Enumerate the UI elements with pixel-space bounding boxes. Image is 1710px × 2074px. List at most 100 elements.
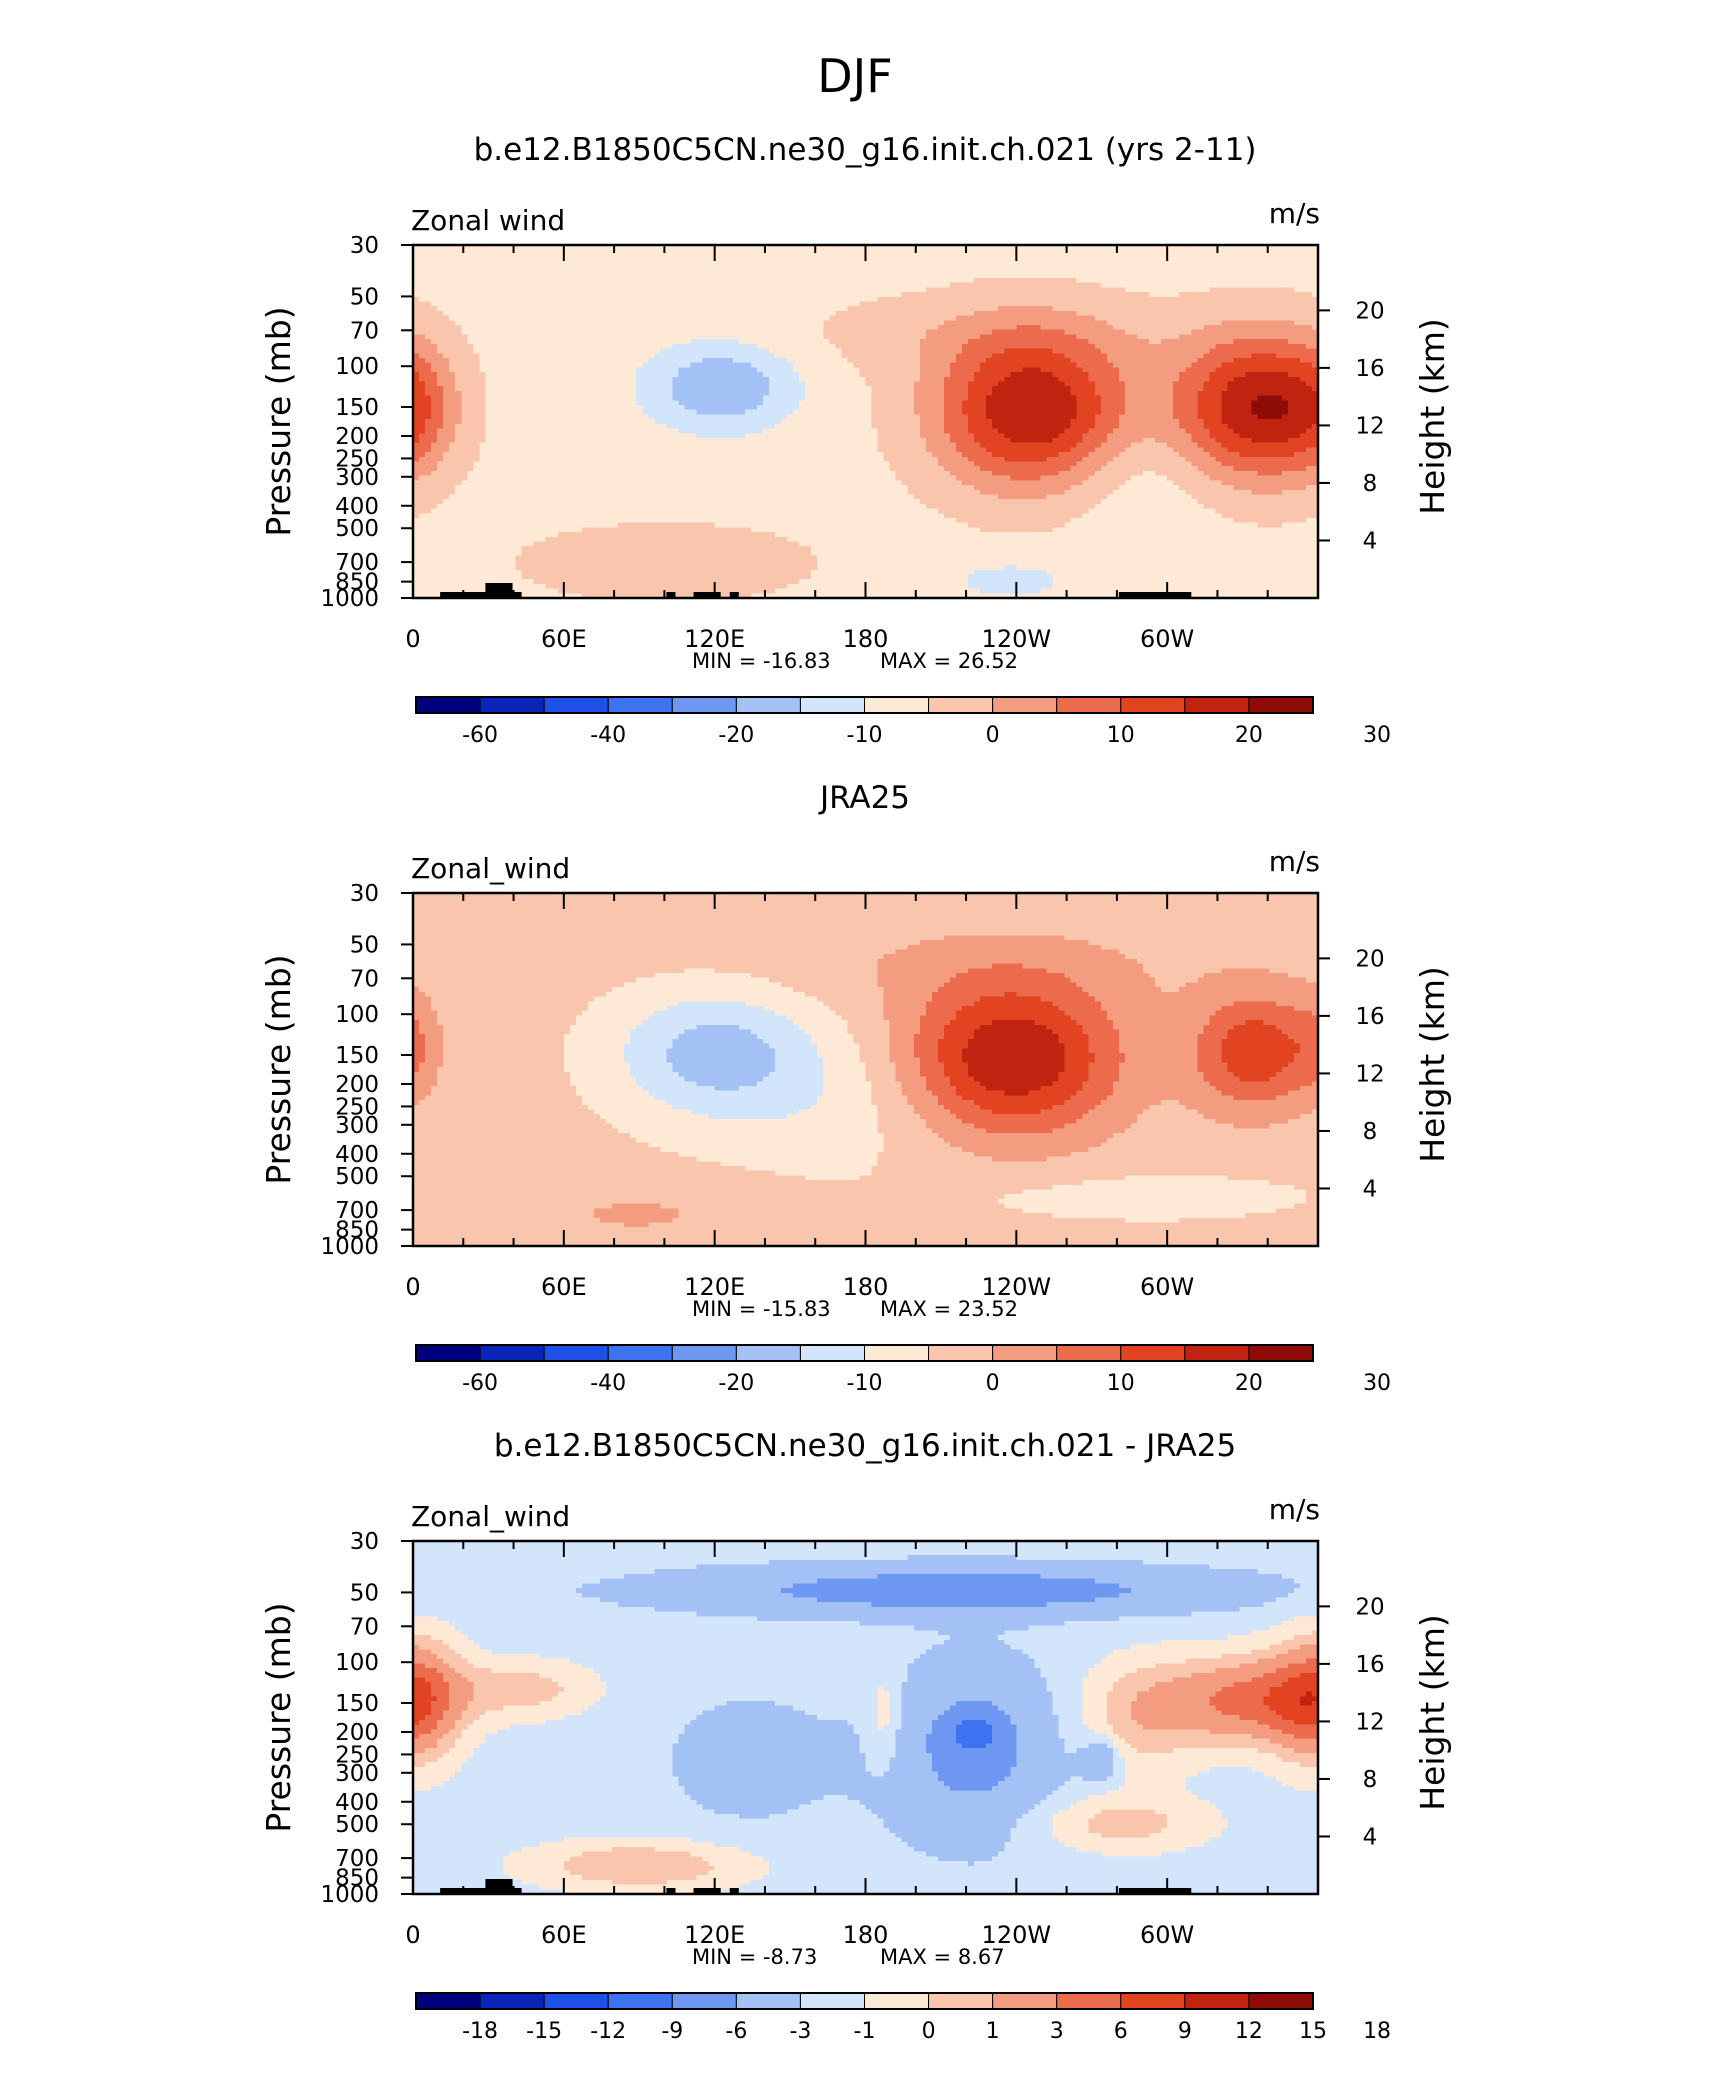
contour-cell [817,263,824,270]
contour-cell [1040,292,1048,298]
contour-cell [648,245,655,251]
contour-cell [467,282,474,288]
contour-cell [1191,386,1198,392]
contour-cell [533,390,541,397]
contour-cell [787,362,794,368]
contour-cell [726,245,734,251]
contour-cell [521,339,529,345]
contour-cell [1034,367,1042,373]
contour-cell [1016,353,1023,359]
contour-cell [527,400,535,406]
contour-cell [823,310,830,317]
contour-cell [762,390,770,397]
contour-cell [865,259,873,265]
contour-cell [986,325,993,331]
contour-cell [1130,277,1138,284]
contour-cell [1287,296,1295,303]
contour-cell [551,310,559,317]
contour-cell [1137,282,1144,288]
contour-cell [569,301,577,307]
contour-cell [889,386,897,392]
contour-cell [606,376,613,383]
contour-cell [1287,301,1295,307]
contour-cell [708,263,716,270]
contour-cell [654,273,661,279]
contour-cell [437,277,444,284]
contour-cell [1070,329,1078,336]
contour-cell [829,254,836,260]
contour-cell [1052,315,1060,321]
contour-cell [491,390,499,397]
contour-cell [925,329,933,336]
contour-cell [479,400,486,406]
contour-cell [847,372,855,378]
contour-cell [738,343,746,350]
contour-cell [515,334,523,340]
contour-cell [1293,306,1301,312]
contour-cell [1143,310,1150,317]
contour-cell [1149,287,1156,293]
contour-cell [1040,296,1048,303]
contour-cell [883,372,891,378]
contour-cell [419,348,426,354]
contour-cell [847,296,855,303]
contour-cell [1281,263,1289,270]
contour-cell [714,390,722,397]
contour-cell [612,315,619,321]
contour-cell [841,372,848,378]
contour-cell [1221,263,1229,270]
contour-cell [805,395,812,401]
contour-cell [1004,268,1011,274]
contour-cell [871,287,879,293]
contour-cell [762,287,770,293]
contour-cell [437,376,444,383]
contour-cell [762,386,770,392]
contour-cell [732,296,740,303]
contour-cell [539,400,547,406]
contour-cell [1130,362,1138,368]
contour-cell [660,348,667,354]
contour-cell [1082,263,1090,270]
contour-cell [714,376,722,383]
contour-cell [479,273,486,279]
contour-cell [847,245,855,251]
contour-cell [563,320,571,326]
contour-cell [1076,249,1084,256]
contour-cell [1149,390,1156,397]
contour-cell [1100,372,1108,378]
contour-cell [503,376,511,383]
contour-cell [551,348,559,354]
contour-cell [1124,348,1132,354]
contour-cell [1305,334,1313,340]
contour-cell [1112,343,1120,350]
contour-cell [551,249,559,256]
contour-cell [986,386,993,392]
contour-cell [684,367,692,373]
contour-cell [1191,395,1198,401]
contour-cell [787,287,794,293]
contour-cell [1221,282,1229,288]
contour-cell [847,259,855,265]
contour-cell [1058,320,1066,326]
contour-cell [1004,301,1011,307]
contour-cell [708,273,716,279]
contour-cell [823,273,830,279]
contour-cell [1034,376,1042,383]
contour-cell [636,353,643,359]
contour-cell [1106,343,1114,350]
contour-cell [1191,343,1198,350]
contour-cell [509,277,517,284]
contour-cell [919,296,927,303]
contour-cell [949,254,957,260]
contour-cell [503,362,511,368]
contour-cell [702,277,710,284]
contour-cell [1028,306,1036,312]
contour-cell [750,277,758,284]
contour-cell [618,315,625,321]
contour-cell [738,292,746,298]
contour-cell [1010,301,1017,307]
contour-cell [1179,381,1186,387]
contour-cell [919,395,927,401]
contour-cell [1239,268,1247,274]
contour-cell [624,343,631,350]
